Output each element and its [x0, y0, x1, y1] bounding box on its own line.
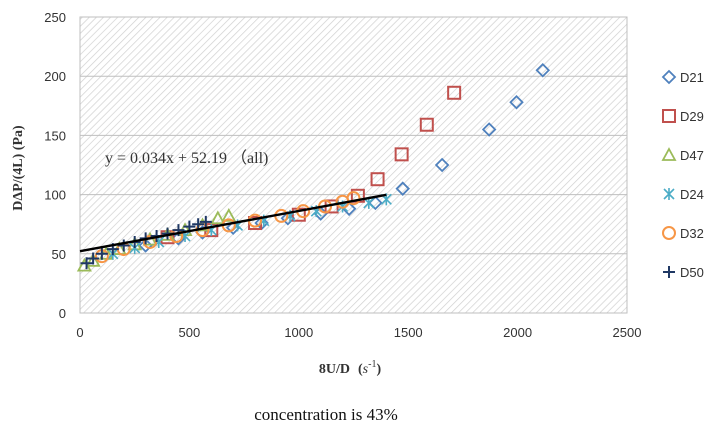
- x-axis-title-main: 8U/D: [319, 362, 350, 377]
- x-axis-unit-close: ): [376, 362, 381, 377]
- y-axis-title: DΔP/(4L) (Pa): [11, 125, 26, 211]
- data-point-d21: [509, 94, 524, 110]
- y-tick-label: 150: [44, 128, 66, 143]
- data-point-d21: [395, 181, 411, 196]
- legend-marker-d32: [662, 226, 676, 240]
- data-point-d21: [138, 238, 153, 253]
- x-axis-title: 8U/D (s-1): [319, 359, 382, 377]
- y-tick-label: 100: [44, 188, 66, 203]
- x-axis-unit-open: (: [358, 362, 363, 377]
- y-tick-label: 50: [52, 247, 66, 262]
- legend-marker-d21: [661, 69, 677, 85]
- data-point-d29: [394, 147, 409, 162]
- trendline: [79, 193, 387, 253]
- y-tick-label: 250: [44, 10, 66, 25]
- legend-marker-d50: [663, 266, 675, 278]
- legend-label-d50: D50: [680, 265, 704, 280]
- data-point-d50: [87, 252, 100, 265]
- data-point-d50: [192, 218, 205, 231]
- data-point-d29: [447, 85, 462, 100]
- x-tick-label: 2500: [613, 325, 642, 340]
- x-tick-label: 2000: [503, 325, 532, 340]
- data-point-d47: [210, 210, 226, 225]
- data-point-d21: [481, 122, 497, 137]
- data-point-d29: [419, 117, 434, 132]
- y-tick-label: 200: [44, 69, 66, 84]
- legend-label-d47: D47: [680, 148, 704, 163]
- data-point-d32: [346, 191, 361, 206]
- plot-area: [79, 16, 628, 314]
- x-axis-unit-base: s: [363, 362, 369, 377]
- legend-label-d24: D24: [680, 187, 704, 202]
- data-point-d21: [535, 63, 551, 78]
- data-point-d29: [370, 172, 385, 187]
- data-point-d50: [199, 215, 212, 228]
- data-point-d47: [221, 208, 237, 222]
- figure-caption: concentration is 43%: [254, 405, 398, 424]
- y-tick-label: 0: [59, 306, 66, 321]
- legend-label-d29: D29: [680, 109, 704, 124]
- x-tick-label: 500: [179, 325, 201, 340]
- legend-marker-d24: [663, 188, 675, 200]
- data-point-d50: [117, 239, 130, 252]
- legend-label-d32: D32: [680, 226, 704, 241]
- data-point-d21: [434, 157, 450, 173]
- x-tick-label: 1500: [394, 325, 423, 340]
- legend-label-d21: D21: [680, 70, 704, 85]
- legend: D21 D29 D47 D24 D32 D50: [661, 69, 704, 280]
- legend-marker-d47: [661, 147, 677, 161]
- x-tick-label: 1000: [284, 325, 313, 340]
- legend-marker-d29: [662, 109, 676, 123]
- data-point-d47: [85, 253, 101, 267]
- trendline-equation: y = 0.034x + 52.19 （all): [105, 149, 268, 167]
- x-tick-label: 0: [76, 325, 83, 340]
- data-point-d50: [95, 247, 108, 260]
- x-axis-unit-exp: -1: [368, 359, 376, 370]
- data-point-d50: [80, 257, 93, 270]
